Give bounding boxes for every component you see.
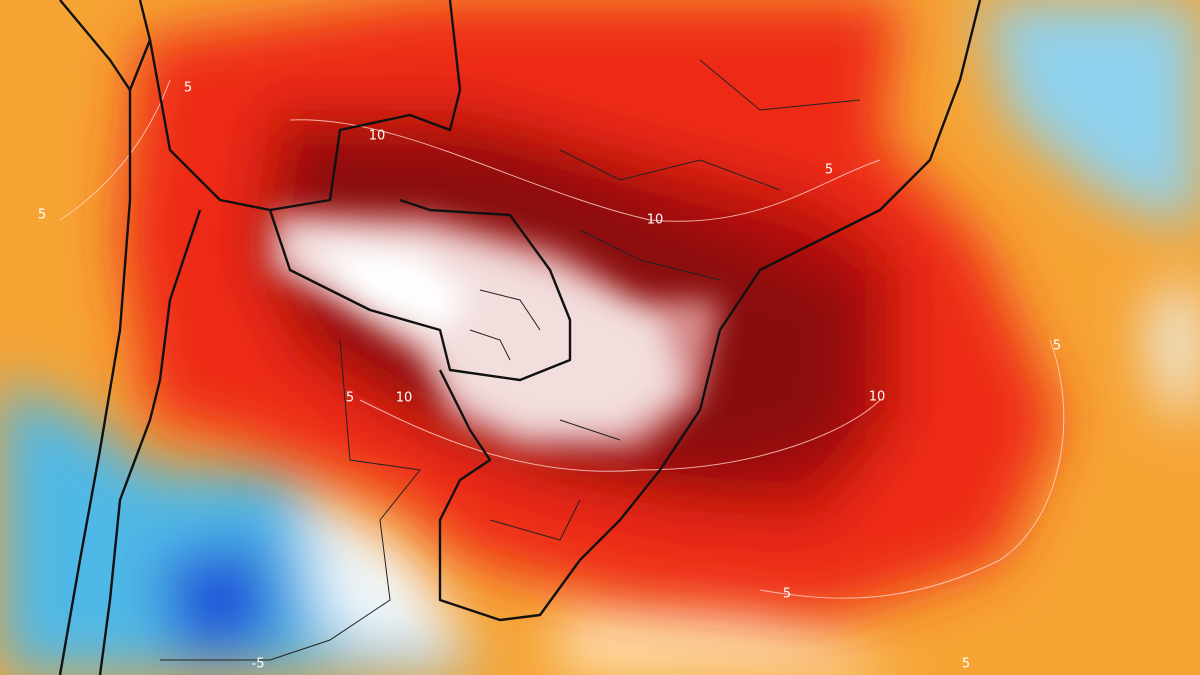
- contour-label: 5: [346, 391, 354, 406]
- contour-label: 5: [38, 208, 46, 223]
- contour-label: 5: [783, 587, 791, 602]
- contour-label: 10: [396, 391, 413, 406]
- contour-label: 5: [184, 81, 192, 96]
- contour-label: -5: [252, 657, 265, 672]
- contours: [59, 79, 1065, 599]
- contour-label: 5: [962, 657, 970, 672]
- contour-labels: 10 10 10 10 5 5 5 5 5 5 5 -5: [38, 81, 1061, 672]
- contour-label: 10: [647, 213, 664, 228]
- contour-label: 10: [869, 390, 886, 405]
- contour-label: 5: [825, 163, 833, 178]
- borders: [58, 0, 982, 675]
- contour-label: 10: [369, 129, 386, 144]
- contour-label: 5: [1053, 339, 1061, 354]
